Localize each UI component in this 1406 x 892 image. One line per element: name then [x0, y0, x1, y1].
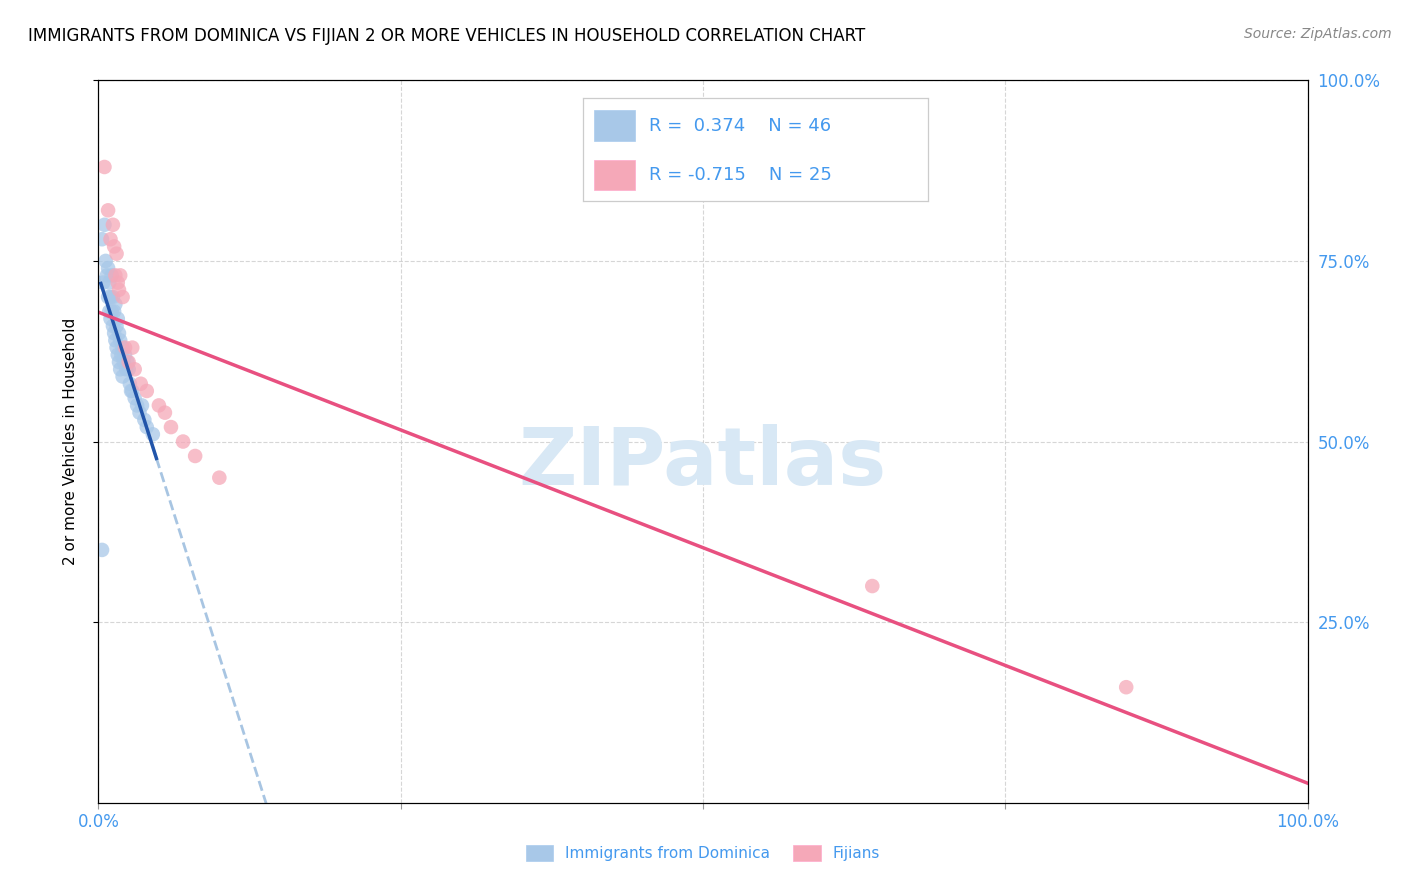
Point — [91, 232, 114, 246]
Text: IMMIGRANTS FROM DOMINICA VS FIJIAN 2 OR MORE VEHICLES IN HOUSEHOLD CORRELATION C: IMMIGRANTS FROM DOMINICA VS FIJIAN 2 OR … — [28, 27, 865, 45]
Point — [111, 341, 134, 355]
Point — [97, 261, 120, 276]
Point — [97, 203, 120, 218]
Point — [129, 376, 152, 391]
Point — [114, 341, 136, 355]
Point — [101, 218, 124, 232]
Point — [104, 334, 127, 348]
Text: ZIPatlas: ZIPatlas — [519, 425, 887, 502]
Point — [131, 398, 153, 412]
Point — [104, 297, 127, 311]
Point — [100, 268, 122, 283]
Point — [107, 276, 129, 290]
Point — [160, 420, 183, 434]
Point — [208, 470, 231, 484]
Point — [108, 362, 131, 376]
Point — [91, 542, 114, 557]
Point — [103, 304, 125, 318]
FancyBboxPatch shape — [593, 111, 636, 141]
Point — [115, 362, 138, 376]
Point — [98, 304, 121, 318]
Point — [98, 276, 121, 290]
Point — [124, 362, 146, 376]
Point — [114, 348, 136, 362]
Point — [107, 311, 129, 326]
Point — [108, 326, 131, 340]
Point — [1115, 680, 1137, 694]
Point — [172, 434, 194, 449]
Point — [108, 283, 131, 297]
Point — [105, 341, 128, 355]
Point — [103, 326, 125, 340]
Point — [100, 304, 122, 318]
Text: R = -0.715    N = 25: R = -0.715 N = 25 — [650, 166, 832, 184]
Point — [142, 427, 165, 442]
Point — [121, 341, 143, 355]
Point — [117, 355, 139, 369]
Point — [93, 160, 115, 174]
Point — [111, 290, 134, 304]
Point — [128, 406, 150, 420]
Point — [100, 290, 122, 304]
Point — [120, 384, 142, 398]
Point — [112, 355, 135, 369]
Point — [101, 290, 124, 304]
Point — [127, 398, 149, 412]
Point — [100, 311, 122, 326]
Point — [124, 391, 146, 405]
FancyBboxPatch shape — [593, 160, 636, 190]
Point — [97, 290, 120, 304]
Point — [94, 253, 117, 268]
Point — [100, 232, 122, 246]
Point — [135, 420, 157, 434]
Point — [184, 449, 207, 463]
Legend: Immigrants from Dominica, Fijians: Immigrants from Dominica, Fijians — [520, 839, 886, 867]
Point — [108, 355, 131, 369]
Point — [107, 348, 129, 362]
Point — [105, 246, 128, 260]
Point — [101, 318, 124, 333]
Point — [110, 348, 132, 362]
Point — [108, 334, 131, 348]
Point — [118, 376, 141, 391]
Point — [118, 355, 141, 369]
Point — [135, 384, 157, 398]
Text: Source: ZipAtlas.com: Source: ZipAtlas.com — [1244, 27, 1392, 41]
Point — [93, 218, 115, 232]
Point — [108, 268, 131, 283]
Point — [148, 398, 170, 412]
Point — [860, 579, 883, 593]
Point — [118, 362, 141, 376]
Point — [105, 318, 128, 333]
Point — [103, 239, 125, 253]
Point — [104, 268, 127, 283]
Text: R =  0.374    N = 46: R = 0.374 N = 46 — [650, 117, 831, 135]
Point — [153, 406, 176, 420]
Point — [91, 276, 114, 290]
Y-axis label: 2 or more Vehicles in Household: 2 or more Vehicles in Household — [63, 318, 77, 566]
Point — [134, 413, 156, 427]
Point — [96, 268, 118, 283]
Point — [121, 384, 143, 398]
Point — [111, 369, 134, 384]
